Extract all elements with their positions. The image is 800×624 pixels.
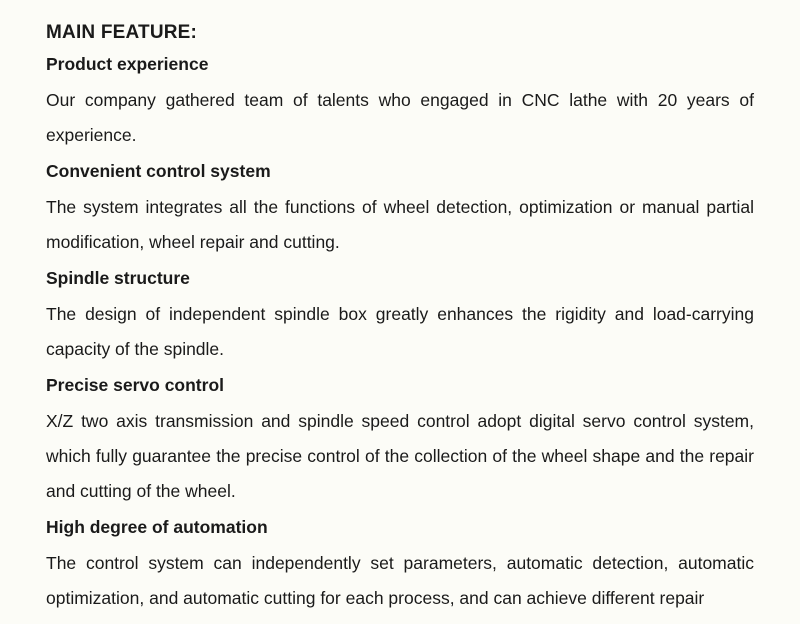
section-body-high-automation: The control system can independently set… bbox=[46, 546, 754, 616]
section-title-spindle-structure: Spindle structure bbox=[46, 268, 754, 289]
section-title-convenient-control: Convenient control system bbox=[46, 161, 754, 182]
section-title-product-experience: Product experience bbox=[46, 54, 754, 75]
main-feature-title: MAIN FEATURE: bbox=[46, 22, 754, 44]
section-body-convenient-control: The system integrates all the functions … bbox=[46, 190, 754, 260]
document-page: MAIN FEATURE: Product experience Our com… bbox=[0, 0, 800, 616]
section-body-spindle-structure: The design of independent spindle box gr… bbox=[46, 297, 754, 367]
section-body-precise-servo: X/Z two axis transmission and spindle sp… bbox=[46, 404, 754, 509]
section-title-high-automation: High degree of automation bbox=[46, 517, 754, 538]
section-body-product-experience: Our company gathered team of talents who… bbox=[46, 83, 754, 153]
section-title-precise-servo: Precise servo control bbox=[46, 375, 754, 396]
